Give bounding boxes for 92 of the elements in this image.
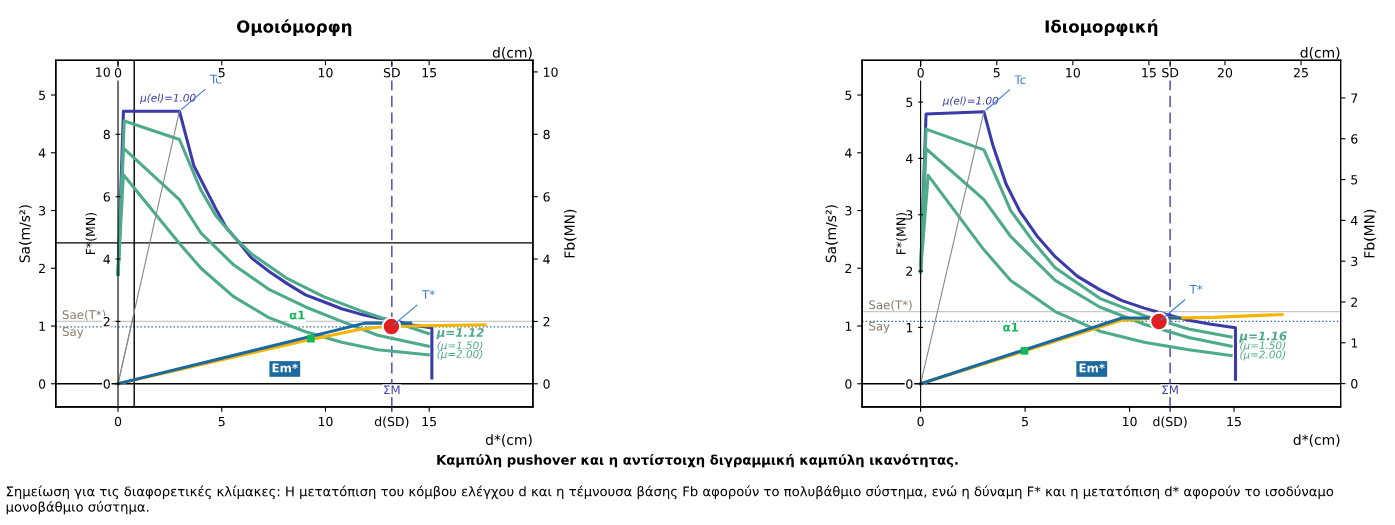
y2-tick-label: 7: [1351, 93, 1358, 103]
x2-tick-label: 0: [917, 67, 924, 78]
y3-axis-title: F*(MN): [896, 213, 908, 255]
y2-axis-title: Fb(MN): [1363, 209, 1377, 258]
x-tick-label: 10: [1122, 416, 1137, 427]
x2-tick-label: 5: [993, 68, 1000, 78]
y-tick-label: 5: [39, 90, 45, 100]
y-tick-label: 2: [39, 263, 45, 274]
y2-tick-label: 4: [103, 254, 111, 264]
y-tick-label: 5: [845, 90, 852, 100]
y-tick-label: 3: [845, 206, 852, 216]
y-tick-label: 1: [39, 321, 45, 331]
x2-tick-label: 10: [318, 67, 333, 78]
x2-tick-label: 10: [1066, 67, 1080, 78]
annotation: Em*: [1079, 363, 1105, 373]
y2-tick-label: 8: [103, 129, 110, 140]
series-label: μ(el)=1.00: [139, 93, 196, 104]
chart-title: Ιδιομορφική: [1045, 19, 1158, 37]
annotation: Em*: [272, 363, 298, 373]
y-tick-label: 4: [38, 148, 46, 158]
y3-tick-label: 0: [543, 379, 550, 389]
y2-tick-label: 1: [1351, 338, 1358, 348]
y2-tick-label: 4: [1350, 216, 1358, 226]
annotation: T*: [421, 290, 435, 299]
series-label: α1: [1003, 322, 1019, 332]
series-label: (μ=2.00): [437, 349, 483, 360]
y2-tick-label: 6: [1351, 134, 1358, 144]
x-tick-label: 5: [1022, 416, 1028, 427]
y2-tick-label: 10: [96, 67, 110, 77]
y3-tick-label: 1: [906, 323, 913, 333]
y-tick-label: 0: [845, 379, 852, 389]
y2-tick-label: 0: [1351, 379, 1358, 389]
y-tick-label: 0: [38, 379, 46, 389]
x2-tick-label: 0: [114, 67, 122, 78]
y3-tick-label: 10: [543, 67, 558, 77]
chart-title: Ομοιόμορφη: [236, 19, 352, 37]
y-tick-label: 4: [845, 148, 852, 158]
series-label: μ=1.16: [1239, 331, 1287, 343]
series-label: μ(el)=1.00: [942, 96, 999, 107]
series-label: α1: [289, 310, 305, 320]
series-label: (μ=1.50): [1240, 341, 1286, 352]
x-axis-title: d*(cm): [485, 434, 532, 447]
x2-axis-title: d(cm): [1300, 47, 1340, 60]
x-tick-label: 0: [114, 416, 122, 427]
y-tick-label: 1: [845, 321, 852, 331]
y-tick-label: 3: [39, 206, 46, 216]
x-tick-label: d(SD): [1153, 416, 1187, 428]
x-tick-label: d(SD): [374, 416, 409, 428]
y3-tick-label: 8: [543, 129, 550, 140]
y2-tick-label: 0: [103, 379, 110, 389]
x2-tick-label: 15: [422, 68, 437, 78]
text: Καμπύλη pushover και η αντίστοιχη διγραμμική καμπύλη ικανότητας.: [437, 454, 958, 468]
y2-tick-label: 2: [1351, 297, 1358, 307]
y3-tick-label: 2: [543, 316, 550, 327]
y3-tick-label: 3: [906, 210, 913, 220]
annotation: Tc: [1014, 75, 1026, 85]
y-axis-title: Sa(m/s²): [19, 205, 32, 263]
text: Σημείωση για τις διαφορετικές κλίμακες: Η μετατόπιση του κόμβου ελέγχου d και η τέμνουσα βάσης Fb αφορούν το πολυβάθμιο σύστημα, ενώ η δύναμη F* και η μετατόπιση d* αφορούν το ισοδύναμο μονοβάθμιο σύστημα.: [6, 485, 1334, 515]
x2-tick-label: 20: [1217, 67, 1233, 78]
ref-line-label: Sae(T*): [869, 300, 912, 311]
y2-tick-label: 3: [1351, 256, 1358, 267]
x2-tick-label: SD: [383, 67, 400, 78]
ref-line-label: Say: [62, 327, 84, 339]
x-tick-label: 10: [318, 416, 333, 427]
ref-line-label: ΣM: [384, 385, 400, 395]
x2-axis-title: d(cm): [492, 47, 532, 60]
y3-tick-label: 6: [543, 192, 550, 202]
x-tick-label: 0: [917, 416, 924, 427]
y-tick-label: 2: [845, 263, 852, 274]
x-tick-label: 15: [422, 416, 437, 427]
x2-tick-label: 25: [1294, 67, 1308, 78]
series-label: μ=1.12: [436, 328, 484, 340]
y3-tick-label: 4: [905, 154, 913, 164]
y3-tick-label: 0: [906, 379, 913, 389]
series-label: (μ=2.00): [1240, 350, 1286, 361]
y3-tick-label: 5: [906, 97, 913, 107]
x-tick-label: 15: [1227, 416, 1241, 427]
y3-tick-label: 2: [906, 266, 913, 276]
y3-axis-title: F*(MN): [85, 213, 97, 255]
annotation: T*: [1189, 284, 1203, 294]
x-axis-title: d*(cm): [1293, 434, 1340, 447]
y2-tick-label: 6: [103, 192, 110, 202]
y2-axis-title: Fb(MN): [564, 209, 577, 258]
ref-line-label: Say: [869, 321, 890, 333]
y-axis-title: Sa(m/s²): [825, 205, 838, 263]
x2-tick-label: 15: [1142, 68, 1156, 78]
y2-tick-label: 5: [1351, 175, 1358, 185]
ref-line-label: ΣM: [1162, 385, 1178, 395]
series-label: (μ=1.50): [437, 341, 483, 352]
x-tick-label: 5: [218, 416, 225, 427]
x2-tick-label: SD: [1162, 67, 1179, 78]
y3-tick-label: 4: [543, 254, 550, 264]
